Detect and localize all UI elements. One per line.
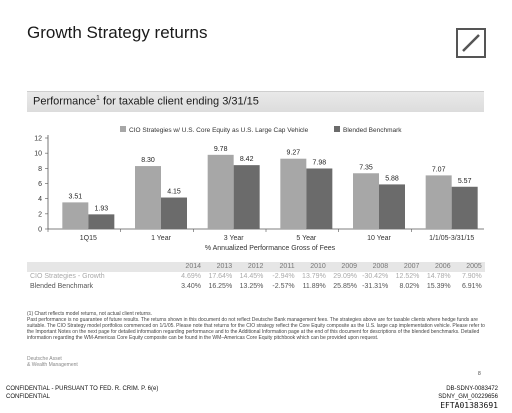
table-cell: 11.89% <box>302 283 326 290</box>
section-header: Performance1 for taxable client ending 3… <box>27 91 484 112</box>
table-cell: 7.90% <box>461 273 482 280</box>
bar <box>379 184 405 229</box>
x-tick-label: 1Q15 <box>80 235 97 242</box>
table-row: Blended Benchmark 3.40% 16.25% 13.25% -2.57… <box>27 282 485 292</box>
y-tick-label: 4 <box>38 196 42 203</box>
legend-swatch <box>120 126 126 132</box>
brand-name: Deutsche Asset & Wealth Management <box>27 356 78 368</box>
legend-label: Blended Benchmark <box>343 127 402 134</box>
table-cell: 16.25% <box>208 283 233 290</box>
bar <box>451 186 478 229</box>
column-header: 2011 <box>279 263 295 270</box>
footnote-1: (1) Chart reflects model returns, not ac… <box>27 311 153 317</box>
bar <box>233 165 260 229</box>
table-cell: 4.69% <box>181 273 201 280</box>
x-tick-label: 1 Year <box>151 235 172 242</box>
page-title: Growth Strategy returns <box>27 23 208 42</box>
performance-bar-chart: CIO Strategies w/ U.S. Core Equity as U.… <box>34 126 484 252</box>
table-header-row: 2014 2013 2012 2011 2010 2009 2008 2007 2006 2005 <box>27 262 485 272</box>
data-label: 3.51 <box>69 193 83 200</box>
table-cell: 3.40% <box>181 283 201 290</box>
table-cell: 15.39% <box>426 283 451 290</box>
y-tick-label: 6 <box>38 181 42 188</box>
disclaimer-paragraph: Past performance is no guarantee of futu… <box>27 317 485 341</box>
bar <box>62 202 89 229</box>
data-label: 9.27 <box>287 150 301 157</box>
y-tick-label: 2 <box>38 211 42 218</box>
footnotes: (1) Chart reflects model returns, not ac… <box>27 311 487 341</box>
deutsche-bank-logo <box>456 28 486 58</box>
y-tick-label: 10 <box>34 151 42 158</box>
table-cell: 8.02% <box>399 283 420 290</box>
bar <box>306 168 333 229</box>
column-header: 2013 <box>216 263 233 270</box>
column-header: 2014 <box>185 263 201 270</box>
brand-line-1: Deutsche Asset <box>27 356 62 362</box>
table-cell: 25.85% <box>333 283 357 290</box>
section-title-footnote: 1 <box>95 95 100 102</box>
y-tick-label: 12 <box>34 136 42 143</box>
table-cell: 17.64% <box>208 273 233 280</box>
column-header: 2012 <box>247 263 264 270</box>
data-label: 7.07 <box>432 166 446 173</box>
data-label: 7.98 <box>313 159 327 166</box>
data-label: 4.15 <box>167 189 181 196</box>
section-title-rest: for taxable client ending 3/31/15 <box>99 95 259 108</box>
column-header: 2005 <box>466 263 482 270</box>
annual-returns-table: 2014 2013 2012 2011 2010 2009 2008 2007 2006 2005… <box>27 262 485 292</box>
row-label: CIO Strategies - Growth <box>30 273 105 280</box>
data-label: 5.88 <box>385 175 399 182</box>
table-cell: 6.91% <box>461 283 482 290</box>
table-cell: 13.79% <box>302 273 326 280</box>
data-label: 8.30 <box>141 157 155 164</box>
x-tick-label: 1/1/05-3/31/15 <box>429 235 474 242</box>
legend-swatch <box>334 126 340 132</box>
table-cell: 29.09% <box>333 273 357 280</box>
table-cell: -30.42% <box>362 273 389 280</box>
y-tick-label: 8 <box>38 166 42 173</box>
table-cell: -31.31% <box>362 283 389 290</box>
brand-line-2: & Wealth Management <box>27 362 78 368</box>
bar <box>425 175 452 229</box>
column-header: 2006 <box>435 263 451 270</box>
x-tick-label: 10 Year <box>367 235 391 242</box>
x-axis-label: % Annualized Performance Gross of Fees <box>205 245 336 252</box>
table-cell: -2.57% <box>272 283 295 290</box>
column-header: 2008 <box>372 263 389 270</box>
y-tick-label: 0 <box>38 227 42 234</box>
table-cell: 14.45% <box>239 273 264 280</box>
bar <box>135 166 161 229</box>
section-title: Performance1 for taxable client ending 3… <box>33 95 259 108</box>
x-tick-label: 3 Year <box>224 235 245 242</box>
table-cell: 13.25% <box>239 283 264 290</box>
table-cell: 14.78% <box>426 273 451 280</box>
column-header: 2007 <box>403 263 420 270</box>
x-tick-label: 5 Year <box>296 235 317 242</box>
section-title-text: Performance <box>33 95 96 108</box>
data-label: 7.35 <box>359 164 373 171</box>
data-label: 9.78 <box>214 146 228 153</box>
row-label: Blended Benchmark <box>30 283 94 290</box>
table-cell: -2.94% <box>272 273 295 280</box>
data-label: 5.57 <box>458 178 472 185</box>
table-row: CIO Strategies - Growth 4.69% 17.64% 14.45… <box>27 272 485 282</box>
bar <box>161 197 187 229</box>
column-header: 2010 <box>310 263 326 270</box>
bates-number-1: DB-SDNY-0083472 <box>446 386 498 392</box>
efta-number: EFTA01383691 <box>440 401 498 410</box>
table-cell: 12.52% <box>395 273 420 280</box>
bates-number-2: SDNY_GM_00229656 <box>438 394 498 400</box>
data-label: 1.93 <box>95 205 109 212</box>
data-label: 8.42 <box>240 156 254 163</box>
legend-label: CIO Strategies w/ U.S. Core Equity as U.… <box>129 127 309 134</box>
confidential-notice: CONFIDENTIAL - PURSUANT TO FED. R. CRIM.… <box>6 386 159 392</box>
page-number: 8 <box>478 371 481 377</box>
column-header: 2009 <box>341 263 357 270</box>
bar <box>207 154 234 229</box>
bar <box>280 158 307 229</box>
confidential-label: CONFIDENTIAL <box>6 394 51 400</box>
bar <box>88 214 115 229</box>
bar <box>353 173 379 229</box>
